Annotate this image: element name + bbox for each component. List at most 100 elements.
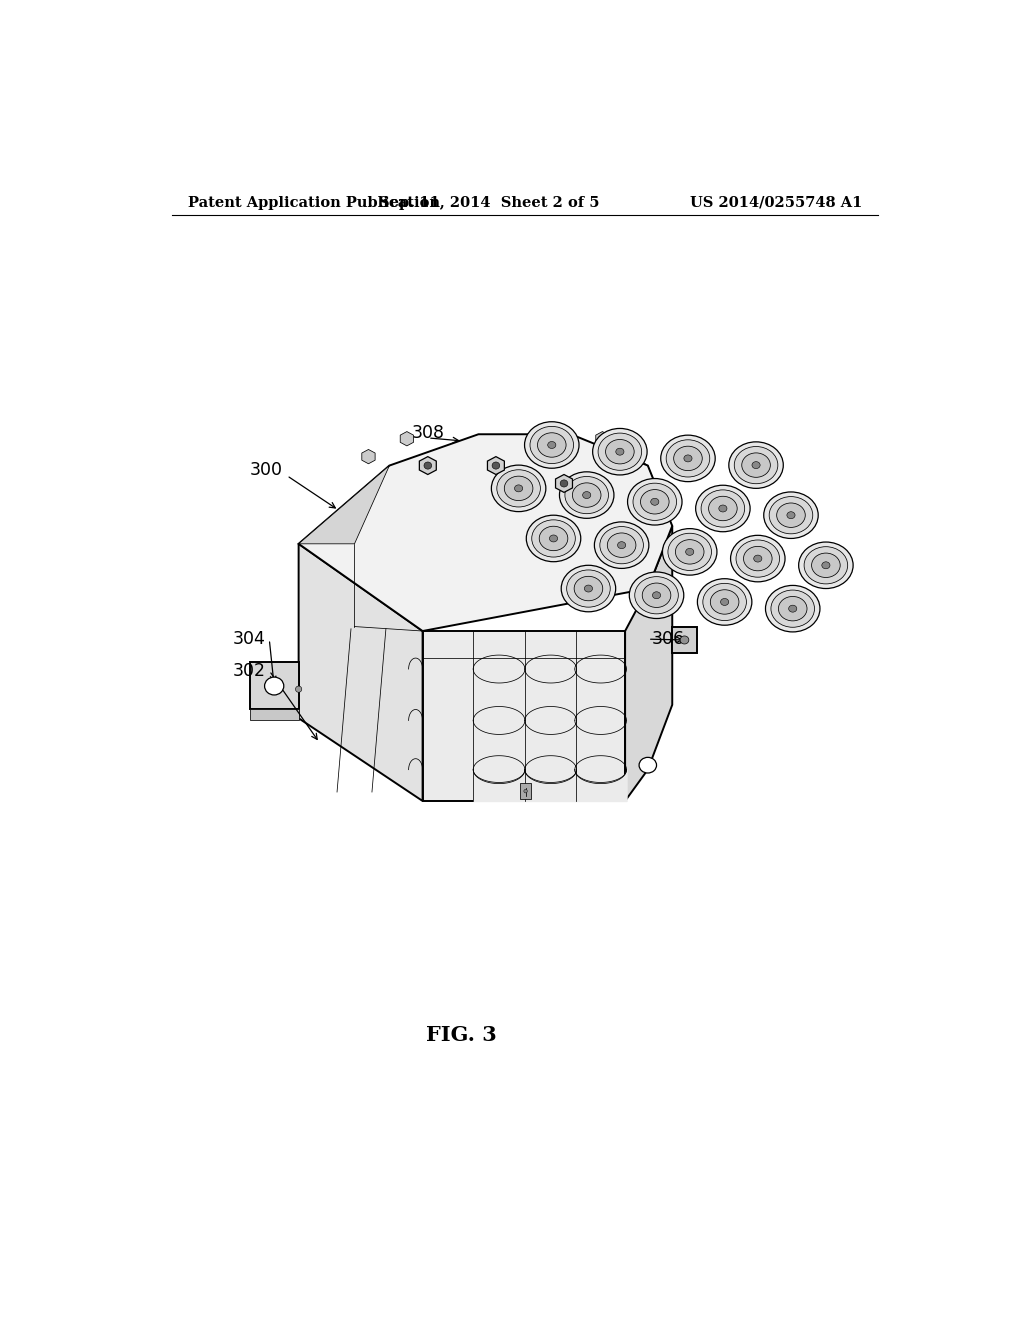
- Text: 308: 308: [412, 424, 444, 442]
- Polygon shape: [250, 709, 299, 721]
- Ellipse shape: [492, 465, 546, 512]
- Text: FIG. 3: FIG. 3: [426, 1024, 497, 1044]
- Ellipse shape: [296, 686, 302, 692]
- Ellipse shape: [424, 462, 432, 469]
- Polygon shape: [299, 434, 672, 631]
- Ellipse shape: [736, 540, 779, 577]
- Ellipse shape: [594, 521, 649, 569]
- Ellipse shape: [676, 540, 705, 564]
- Ellipse shape: [583, 491, 591, 499]
- Polygon shape: [299, 466, 389, 544]
- Ellipse shape: [734, 446, 778, 483]
- Polygon shape: [556, 474, 572, 492]
- Text: Patent Application Publication: Patent Application Publication: [187, 195, 439, 210]
- Ellipse shape: [598, 433, 642, 470]
- Ellipse shape: [560, 480, 568, 487]
- Ellipse shape: [538, 433, 566, 457]
- Ellipse shape: [752, 462, 760, 469]
- Ellipse shape: [561, 565, 615, 611]
- Ellipse shape: [660, 436, 715, 482]
- Ellipse shape: [540, 527, 568, 550]
- Ellipse shape: [574, 577, 603, 601]
- Ellipse shape: [668, 533, 712, 570]
- Ellipse shape: [743, 546, 772, 570]
- Ellipse shape: [729, 442, 783, 488]
- Polygon shape: [250, 663, 299, 709]
- Text: 304: 304: [232, 630, 265, 648]
- Ellipse shape: [548, 441, 556, 449]
- Ellipse shape: [617, 541, 626, 549]
- Ellipse shape: [786, 512, 795, 519]
- Polygon shape: [423, 631, 625, 801]
- Ellipse shape: [615, 449, 624, 455]
- Ellipse shape: [684, 455, 692, 462]
- Polygon shape: [400, 432, 414, 446]
- Ellipse shape: [769, 496, 813, 533]
- Ellipse shape: [778, 597, 807, 620]
- Text: 306: 306: [652, 630, 685, 648]
- Ellipse shape: [788, 605, 797, 612]
- Ellipse shape: [686, 548, 694, 556]
- Ellipse shape: [721, 598, 729, 606]
- Ellipse shape: [550, 535, 558, 543]
- Polygon shape: [672, 627, 696, 653]
- Polygon shape: [625, 525, 672, 801]
- Ellipse shape: [812, 553, 840, 577]
- Ellipse shape: [530, 426, 573, 463]
- Ellipse shape: [605, 440, 634, 463]
- Ellipse shape: [741, 453, 770, 478]
- Ellipse shape: [642, 583, 671, 607]
- Ellipse shape: [667, 440, 710, 477]
- Ellipse shape: [526, 515, 581, 562]
- Ellipse shape: [504, 477, 532, 500]
- Ellipse shape: [711, 590, 739, 614]
- Ellipse shape: [566, 570, 610, 607]
- Ellipse shape: [493, 462, 500, 469]
- Polygon shape: [627, 445, 640, 459]
- Polygon shape: [420, 457, 436, 474]
- Text: 302: 302: [232, 661, 265, 680]
- Ellipse shape: [776, 503, 805, 528]
- Ellipse shape: [764, 492, 818, 539]
- Ellipse shape: [600, 527, 643, 564]
- Ellipse shape: [719, 506, 727, 512]
- Text: 300: 300: [250, 462, 283, 479]
- Ellipse shape: [559, 471, 614, 519]
- Polygon shape: [487, 457, 505, 474]
- Ellipse shape: [640, 490, 669, 513]
- Ellipse shape: [264, 677, 284, 694]
- Ellipse shape: [652, 591, 660, 599]
- Ellipse shape: [585, 585, 593, 593]
- Polygon shape: [596, 432, 609, 446]
- Ellipse shape: [804, 546, 848, 583]
- Ellipse shape: [565, 477, 608, 513]
- Ellipse shape: [639, 758, 656, 774]
- Ellipse shape: [730, 536, 785, 582]
- Ellipse shape: [702, 583, 746, 620]
- Ellipse shape: [766, 585, 820, 632]
- Ellipse shape: [701, 490, 744, 527]
- Polygon shape: [299, 544, 423, 801]
- Ellipse shape: [607, 533, 636, 557]
- Ellipse shape: [524, 789, 527, 793]
- Ellipse shape: [674, 446, 702, 471]
- Ellipse shape: [572, 483, 601, 507]
- Text: Sep. 11, 2014  Sheet 2 of 5: Sep. 11, 2014 Sheet 2 of 5: [379, 195, 599, 210]
- Ellipse shape: [630, 572, 684, 619]
- Ellipse shape: [697, 578, 752, 626]
- Ellipse shape: [822, 562, 830, 569]
- Polygon shape: [520, 783, 530, 799]
- Ellipse shape: [799, 543, 853, 589]
- Ellipse shape: [593, 429, 647, 475]
- Text: US 2014/0255748 A1: US 2014/0255748 A1: [690, 195, 862, 210]
- Ellipse shape: [628, 479, 682, 525]
- Ellipse shape: [497, 470, 541, 507]
- Ellipse shape: [531, 520, 575, 557]
- Ellipse shape: [514, 484, 522, 492]
- Ellipse shape: [524, 421, 579, 469]
- Ellipse shape: [680, 636, 689, 644]
- Ellipse shape: [663, 528, 717, 576]
- Ellipse shape: [633, 483, 677, 520]
- Ellipse shape: [754, 556, 762, 562]
- Ellipse shape: [695, 486, 751, 532]
